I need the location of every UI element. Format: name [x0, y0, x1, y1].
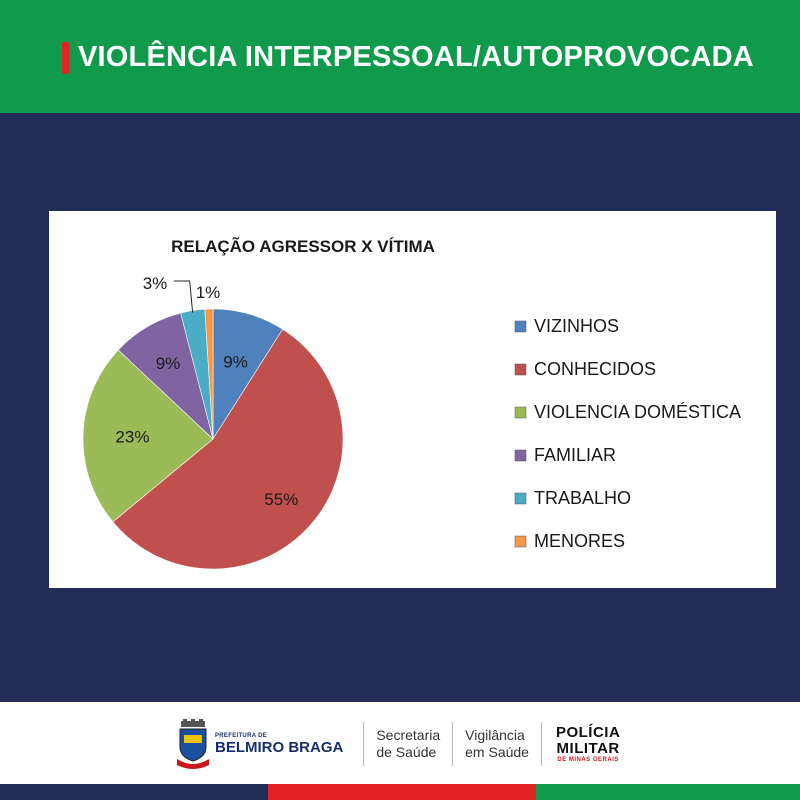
policia-line-2: MILITAR — [556, 740, 620, 757]
legend-label-familiar: FAMILIAR — [534, 445, 616, 465]
vigilancia-line-1: Vigilância — [465, 727, 525, 743]
footer-logos: PREFEITURA DE BELMIRO BRAGA Secretaria d… — [0, 702, 800, 784]
legend-swatch-familiar — [514, 449, 527, 462]
legend-swatch-conhecidos — [514, 363, 527, 376]
policia-militar-logo: POLÍCIA MILITAR DE MINAS GERAIS — [550, 724, 621, 764]
chart-legend: VIZINHOS CONHECIDOS VIOLENCIA DOMÉSTICA FAM… — [514, 316, 741, 551]
prefeitura-label: PREFEITURA DE — [215, 732, 268, 739]
logo-divider — [452, 722, 454, 766]
secretaria-saude-logo: Secretaria de Saúde — [372, 727, 444, 761]
legend-label-conhecidos: CONHECIDOS — [534, 359, 656, 379]
logo-divider — [363, 722, 365, 766]
chart-card: RELAÇÃO AGRESSOR X VÍTIMA 9% 55% 23% 9% 3% 1%… — [49, 211, 776, 588]
data-label-violencia-domestica: 23% — [115, 427, 149, 446]
header-banner: VIOLÊNCIA INTERPESSOAL/AUTOPROVOCADA — [0, 0, 800, 113]
prefeitura-logo-text: PREFEITURA DE BELMIRO BRAGA — [215, 733, 343, 756]
pie-slice-menores — [204, 308, 214, 440]
legend-label-menores: MENORES — [534, 531, 625, 551]
data-label-trabalho: 3% — [143, 274, 168, 293]
chart-title: RELAÇÃO AGRESSOR X VÍTIMA — [171, 236, 435, 256]
municipal-crest-icon — [177, 719, 209, 769]
pie-slices — [82, 308, 344, 570]
footer-stripe-red — [268, 784, 536, 800]
legend-swatch-menores — [514, 535, 527, 548]
data-label-familiar: 9% — [156, 354, 181, 373]
data-label-conhecidos: 55% — [264, 490, 298, 509]
legend-label-trabalho: TRABALHO — [534, 488, 631, 508]
legend-swatch-trabalho — [514, 492, 527, 505]
prefeitura-name: BELMIRO BRAGA — [215, 738, 344, 756]
pie-chart: RELAÇÃO AGRESSOR X VÍTIMA 9% 55% 23% 9% 3% 1%… — [82, 236, 741, 570]
secretaria-line-2: de Saúde — [376, 744, 437, 760]
footer-logo-row: PREFEITURA DE BELMIRO BRAGA Secretaria d… — [175, 716, 620, 772]
vigilancia-line-2: em Saúde — [465, 744, 529, 760]
leader-line-trabalho — [174, 280, 194, 313]
footer-stripe-green — [536, 784, 800, 800]
policia-subtitle: DE MINAS GERAIS — [557, 757, 619, 763]
page-title: VIOLÊNCIA INTERPESSOAL/AUTOPROVOCADA — [78, 41, 754, 73]
policia-line-1: POLÍCIA — [555, 724, 621, 741]
data-label-vizinhos: 9% — [223, 353, 248, 372]
legend-swatch-violencia-domestica — [514, 406, 527, 419]
legend-label-vizinhos: VIZINHOS — [534, 316, 619, 336]
pie-slice-conhecidos — [112, 328, 344, 570]
header-accent-bar — [62, 42, 69, 74]
pie-data-labels: 9% 55% 23% 9% 3% 1% — [115, 274, 298, 509]
logo-divider — [540, 722, 542, 766]
vigilancia-saude-logo: Vigilância em Saúde — [461, 727, 533, 761]
legend-swatch-vizinhos — [514, 320, 527, 333]
footer-stripe-navy — [0, 784, 268, 800]
secretaria-line-1: Secretaria — [376, 727, 441, 743]
pie-slice-violencia-domestica — [82, 349, 214, 523]
data-label-menores: 1% — [196, 283, 221, 302]
legend-label-violencia-domestica: VIOLENCIA DOMÉSTICA — [534, 402, 741, 422]
